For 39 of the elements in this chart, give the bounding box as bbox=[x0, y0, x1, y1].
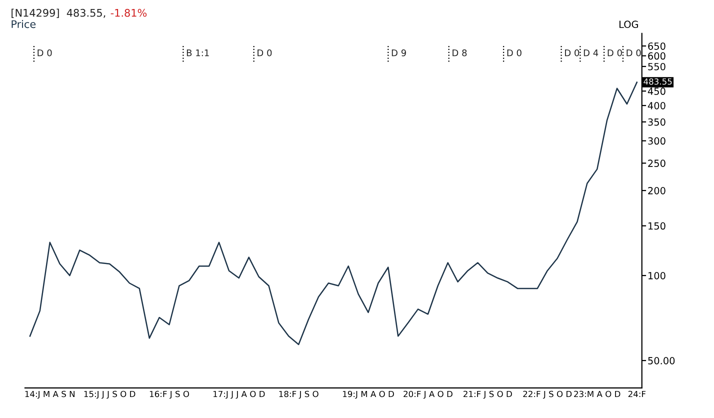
line-series bbox=[29, 82, 638, 346]
y-tick-label: 650 bbox=[648, 42, 666, 50]
y-tick-label: 600 bbox=[648, 52, 666, 60]
annotation: D 0 bbox=[565, 49, 580, 56]
x-tick-label: 23:M A O D bbox=[574, 390, 620, 398]
annotation: D 8 bbox=[452, 49, 467, 56]
x-tick-label: 24:F bbox=[628, 390, 646, 398]
y-tick-label: 300 bbox=[648, 137, 666, 145]
annotation: D 9 bbox=[392, 49, 406, 56]
annotation: D 4 bbox=[584, 50, 598, 56]
y-tick-label: 50.00 bbox=[648, 357, 675, 364]
annotation: D 0 bbox=[38, 49, 52, 56]
text: 483.55 bbox=[644, 78, 672, 85]
y-tick-label: 400 bbox=[648, 102, 666, 110]
annotation: D 0 bbox=[507, 49, 522, 56]
annotation: D 0 bbox=[626, 49, 641, 56]
y-tick-label: 150 bbox=[648, 222, 666, 230]
x-tick-label: 18:F J S O bbox=[279, 390, 318, 399]
y-tick-label: 250 bbox=[648, 160, 666, 167]
y-tick-label: 350 bbox=[648, 118, 666, 126]
x-tick-label: 20:F J A O D bbox=[404, 390, 452, 399]
annotation: B 1:1 bbox=[186, 50, 209, 56]
x-tick-label: 15:J J J S O D bbox=[84, 390, 136, 399]
text: Price bbox=[12, 20, 36, 28]
chart-subtitle: -1.81% bbox=[110, 8, 147, 17]
text: LOG bbox=[620, 20, 638, 28]
x-tick-label: 14:J M A S N bbox=[25, 390, 74, 399]
annotation: D 0 bbox=[258, 49, 272, 56]
x-tick-label: 16:F J S O bbox=[150, 390, 190, 399]
x-tick-label: 19:J M A O D bbox=[343, 390, 394, 399]
annotation: D 0 bbox=[608, 49, 622, 56]
y-tick-label: 100 bbox=[648, 272, 666, 280]
chart-title: [N14299] 483.55, bbox=[12, 8, 106, 18]
y-tick-label: 450 bbox=[648, 88, 666, 95]
x-tick-label: 21:F J S O D bbox=[464, 390, 512, 399]
x-tick-label: 22:F J S O D bbox=[523, 390, 572, 399]
y-tick-label: 200 bbox=[648, 187, 666, 194]
y-tick-label: 550 bbox=[648, 62, 666, 70]
x-tick-label: 17:J J J A O D bbox=[213, 390, 265, 399]
